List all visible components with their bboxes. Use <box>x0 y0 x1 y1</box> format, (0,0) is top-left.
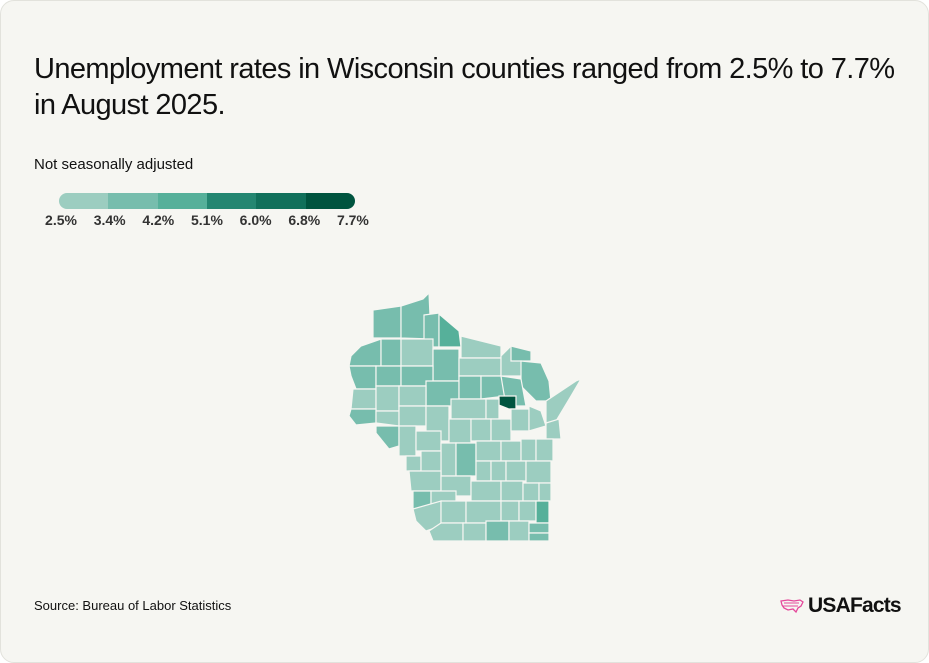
county-racine[interactable] <box>528 522 550 534</box>
county-rock[interactable] <box>485 520 510 542</box>
county-sawyer[interactable] <box>400 338 434 367</box>
county-waupaca[interactable] <box>490 418 512 442</box>
county-wood[interactable] <box>448 418 472 444</box>
county-adams[interactable] <box>455 442 477 477</box>
county-price[interactable] <box>432 348 460 382</box>
county-sheboygan[interactable] <box>525 460 552 484</box>
county-columbia[interactable] <box>470 480 502 502</box>
county-pierce[interactable] <box>348 408 377 426</box>
county-green[interactable] <box>462 522 487 542</box>
county-calumet[interactable] <box>520 438 537 462</box>
county-jefferson[interactable] <box>500 500 520 522</box>
usa-map-icon <box>780 599 804 614</box>
county-douglas[interactable] <box>372 305 402 339</box>
county-menominee[interactable] <box>498 395 517 410</box>
county-buffalo[interactable] <box>375 425 400 450</box>
county-oneida[interactable] <box>458 357 502 377</box>
county-chippewa[interactable] <box>398 385 427 407</box>
county-eau-claire[interactable] <box>398 405 427 427</box>
county-dunn[interactable] <box>375 385 400 412</box>
county-jackson[interactable] <box>415 430 442 452</box>
legend-label: 4.2% <box>142 212 175 228</box>
usafacts-logo[interactable]: USAFacts <box>780 594 902 618</box>
county-kewaunee[interactable] <box>545 418 562 440</box>
legend-swatch-6 <box>305 193 355 209</box>
county-washington[interactable] <box>522 482 540 502</box>
county-kenosha[interactable] <box>528 532 550 542</box>
county-trempealeau[interactable] <box>398 425 417 457</box>
legend-label: 6.0% <box>239 212 272 228</box>
county-juneau[interactable] <box>440 442 457 477</box>
legend-labels: 2.5% 3.4% 4.2% 5.1% 6.0% 6.8% 7.7% <box>37 212 377 228</box>
county-waukesha[interactable] <box>518 500 537 522</box>
legend-swatch-4 <box>206 193 257 209</box>
county-brown[interactable] <box>528 405 547 432</box>
county-ozaukee[interactable] <box>538 482 552 502</box>
county-winnebago[interactable] <box>500 440 522 462</box>
legend-swatch-2 <box>108 193 158 209</box>
county-dodge[interactable] <box>500 480 524 502</box>
county-portage[interactable] <box>470 418 492 442</box>
legend-label: 5.1% <box>191 212 223 228</box>
county-walworth[interactable] <box>508 520 530 542</box>
county-vilas[interactable] <box>460 335 502 359</box>
county-milwaukee[interactable] <box>535 500 550 524</box>
county-polk[interactable] <box>348 365 377 390</box>
county-st-croix[interactable] <box>350 388 377 410</box>
county-iowa[interactable] <box>440 500 467 524</box>
county-dane[interactable] <box>465 500 502 524</box>
chart-subtitle: Not seasonally adjusted <box>34 156 194 173</box>
county-florence[interactable] <box>510 345 532 362</box>
color-legend <box>59 193 355 209</box>
county-fond-du-lac[interactable] <box>505 460 527 482</box>
county-marinette[interactable] <box>520 360 552 402</box>
county-la-crosse[interactable] <box>405 455 422 472</box>
county-manitowoc[interactable] <box>535 438 554 462</box>
county-lincoln[interactable] <box>458 375 482 400</box>
county-shawano[interactable] <box>485 398 500 420</box>
legend-label: 3.4% <box>93 212 126 228</box>
chart-title: Unemployment rates in Wisconsin counties… <box>34 53 895 121</box>
legend-label: 7.7% <box>336 212 369 228</box>
county-iron[interactable] <box>438 312 462 348</box>
county-washburn[interactable] <box>380 338 402 367</box>
legend-swatch-3 <box>157 193 207 209</box>
county-green-lake[interactable] <box>490 460 507 482</box>
county-pepin[interactable] <box>375 410 400 427</box>
legend-label: 6.8% <box>288 212 321 228</box>
source-note: Source: Bureau of Labor Statistics <box>34 598 232 613</box>
county-marquette[interactable] <box>475 460 492 482</box>
county-vernon[interactable] <box>408 470 442 492</box>
legend-swatch-5 <box>256 193 306 209</box>
county-burnett[interactable] <box>348 338 382 367</box>
wisconsin-county-map <box>348 291 583 542</box>
county-waushara[interactable] <box>475 440 502 462</box>
county-door[interactable] <box>545 377 583 427</box>
legend-swatch-1 <box>59 193 109 209</box>
legend-label: 2.5% <box>45 212 77 228</box>
county-marathon[interactable] <box>450 398 487 420</box>
county-outagamie[interactable] <box>510 408 530 432</box>
logo-text: USAFacts <box>808 594 902 617</box>
county-barron[interactable] <box>375 365 402 387</box>
